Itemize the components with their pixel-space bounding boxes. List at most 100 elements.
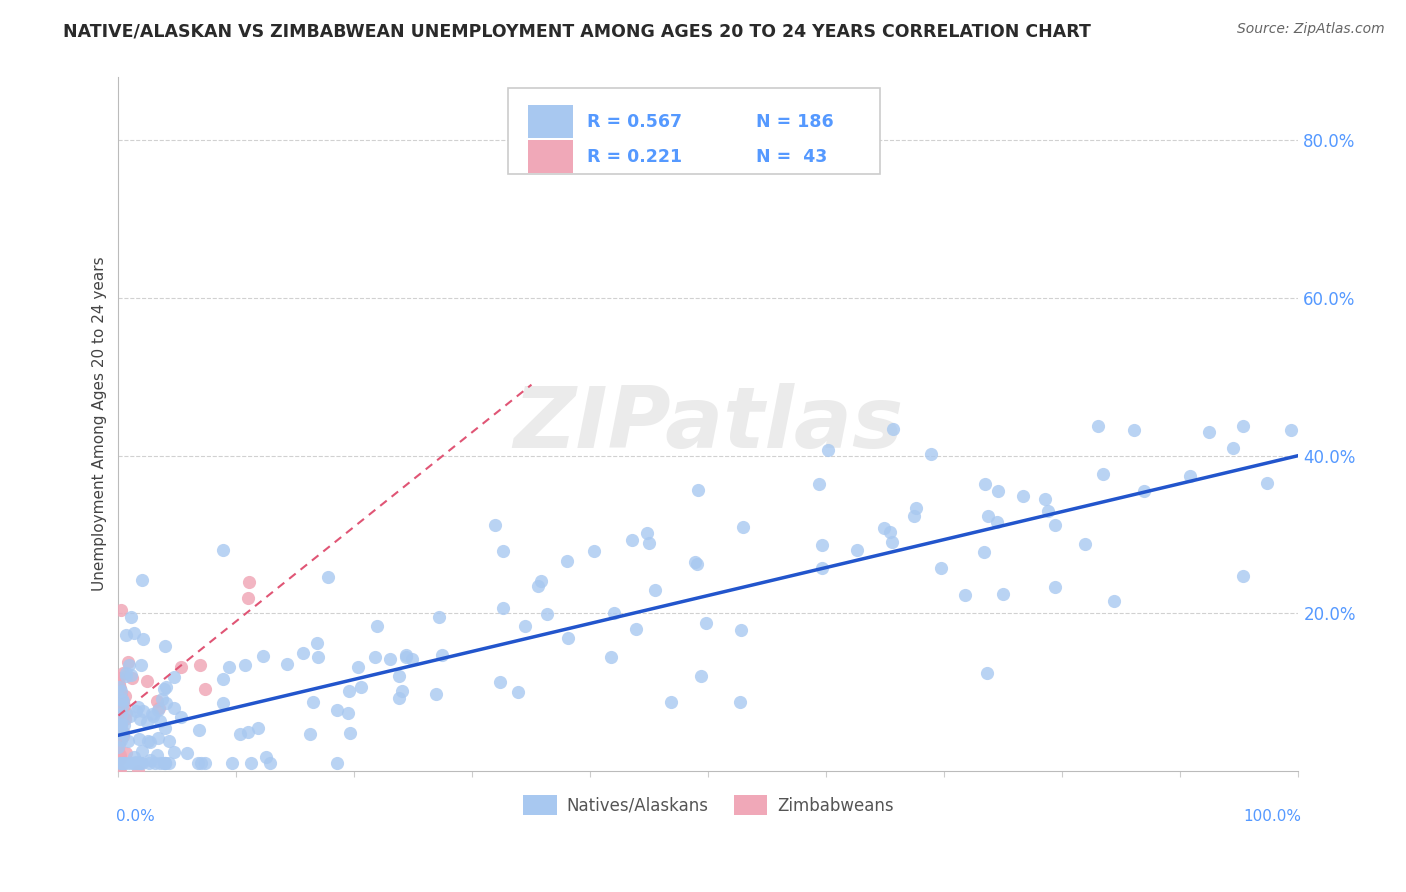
Point xyxy=(125,756,148,770)
Point xyxy=(111,726,134,740)
Point xyxy=(686,483,709,497)
Point xyxy=(254,749,277,764)
Point xyxy=(138,756,160,770)
Point xyxy=(194,756,217,770)
Text: Source: ZipAtlas.com: Source: ZipAtlas.com xyxy=(1237,22,1385,37)
Point xyxy=(1180,469,1202,483)
Point xyxy=(108,723,131,737)
Point xyxy=(686,558,709,572)
Point xyxy=(976,665,998,680)
Point xyxy=(107,681,129,696)
Point xyxy=(920,447,942,461)
Point xyxy=(110,718,132,732)
Point xyxy=(136,734,159,748)
Point xyxy=(107,764,129,778)
Point xyxy=(136,715,159,730)
Point xyxy=(131,573,153,587)
Point xyxy=(110,752,132,766)
Point xyxy=(148,701,170,715)
Point xyxy=(110,717,132,731)
Point xyxy=(155,680,177,694)
Point xyxy=(536,607,558,621)
Point xyxy=(110,684,132,698)
Point xyxy=(125,756,148,770)
Point xyxy=(1043,580,1066,594)
Point xyxy=(291,646,314,660)
Point xyxy=(148,702,170,716)
Point xyxy=(122,626,145,640)
Point xyxy=(117,734,139,748)
Point xyxy=(149,714,172,728)
Point xyxy=(112,724,135,739)
Point xyxy=(129,658,152,673)
Point xyxy=(427,610,450,624)
Point xyxy=(112,665,135,680)
Point xyxy=(141,706,163,721)
Point xyxy=(108,681,131,695)
Point xyxy=(110,700,132,714)
Point xyxy=(492,543,515,558)
Legend: Natives/Alaskans, Zimbabweans: Natives/Alaskans, Zimbabweans xyxy=(516,789,900,822)
Point xyxy=(111,756,134,770)
Point xyxy=(929,561,952,575)
Point xyxy=(108,747,131,762)
Point xyxy=(337,684,360,698)
Point xyxy=(347,660,370,674)
Point xyxy=(1198,425,1220,439)
Point xyxy=(163,700,186,714)
Point xyxy=(136,674,159,689)
Point xyxy=(114,690,136,704)
Point xyxy=(325,702,347,716)
Point xyxy=(110,716,132,731)
Point xyxy=(235,658,257,673)
Text: R = 0.221: R = 0.221 xyxy=(586,148,682,166)
Point xyxy=(124,749,146,764)
Point xyxy=(108,724,131,739)
Point xyxy=(111,713,134,727)
Point xyxy=(188,657,211,672)
Point xyxy=(127,764,149,778)
Point xyxy=(391,684,413,698)
Point xyxy=(110,707,132,722)
Point xyxy=(276,657,298,672)
Point xyxy=(112,694,135,708)
Point xyxy=(991,587,1014,601)
Y-axis label: Unemployment Among Ages 20 to 24 years: Unemployment Among Ages 20 to 24 years xyxy=(93,257,107,591)
Point xyxy=(111,729,134,743)
Text: R = 0.567: R = 0.567 xyxy=(586,112,682,130)
Point xyxy=(1232,569,1254,583)
Point xyxy=(112,718,135,732)
Point xyxy=(1256,476,1278,491)
Point xyxy=(115,706,138,720)
Point xyxy=(506,685,529,699)
Point xyxy=(488,674,510,689)
Point xyxy=(110,718,132,732)
Point xyxy=(484,517,506,532)
Point xyxy=(325,756,347,770)
Point xyxy=(976,508,998,523)
Point xyxy=(111,691,134,706)
Point xyxy=(117,655,139,669)
Text: 100.0%: 100.0% xyxy=(1243,809,1301,824)
Point xyxy=(879,525,901,540)
Point xyxy=(112,699,135,714)
Point xyxy=(114,669,136,683)
Point xyxy=(108,764,131,778)
Point xyxy=(118,657,141,672)
Point xyxy=(163,670,186,684)
Point xyxy=(259,756,281,770)
Point xyxy=(131,632,153,646)
Point xyxy=(146,694,169,708)
Point xyxy=(107,689,129,703)
Point xyxy=(557,631,579,645)
Point xyxy=(155,756,177,770)
Point xyxy=(1033,492,1056,507)
Point xyxy=(187,756,209,770)
Text: N =  43: N = 43 xyxy=(755,148,827,166)
Point xyxy=(132,704,155,718)
Point xyxy=(107,676,129,690)
Point xyxy=(107,740,129,755)
Point xyxy=(114,712,136,726)
Point xyxy=(155,696,177,710)
Point xyxy=(395,650,418,665)
